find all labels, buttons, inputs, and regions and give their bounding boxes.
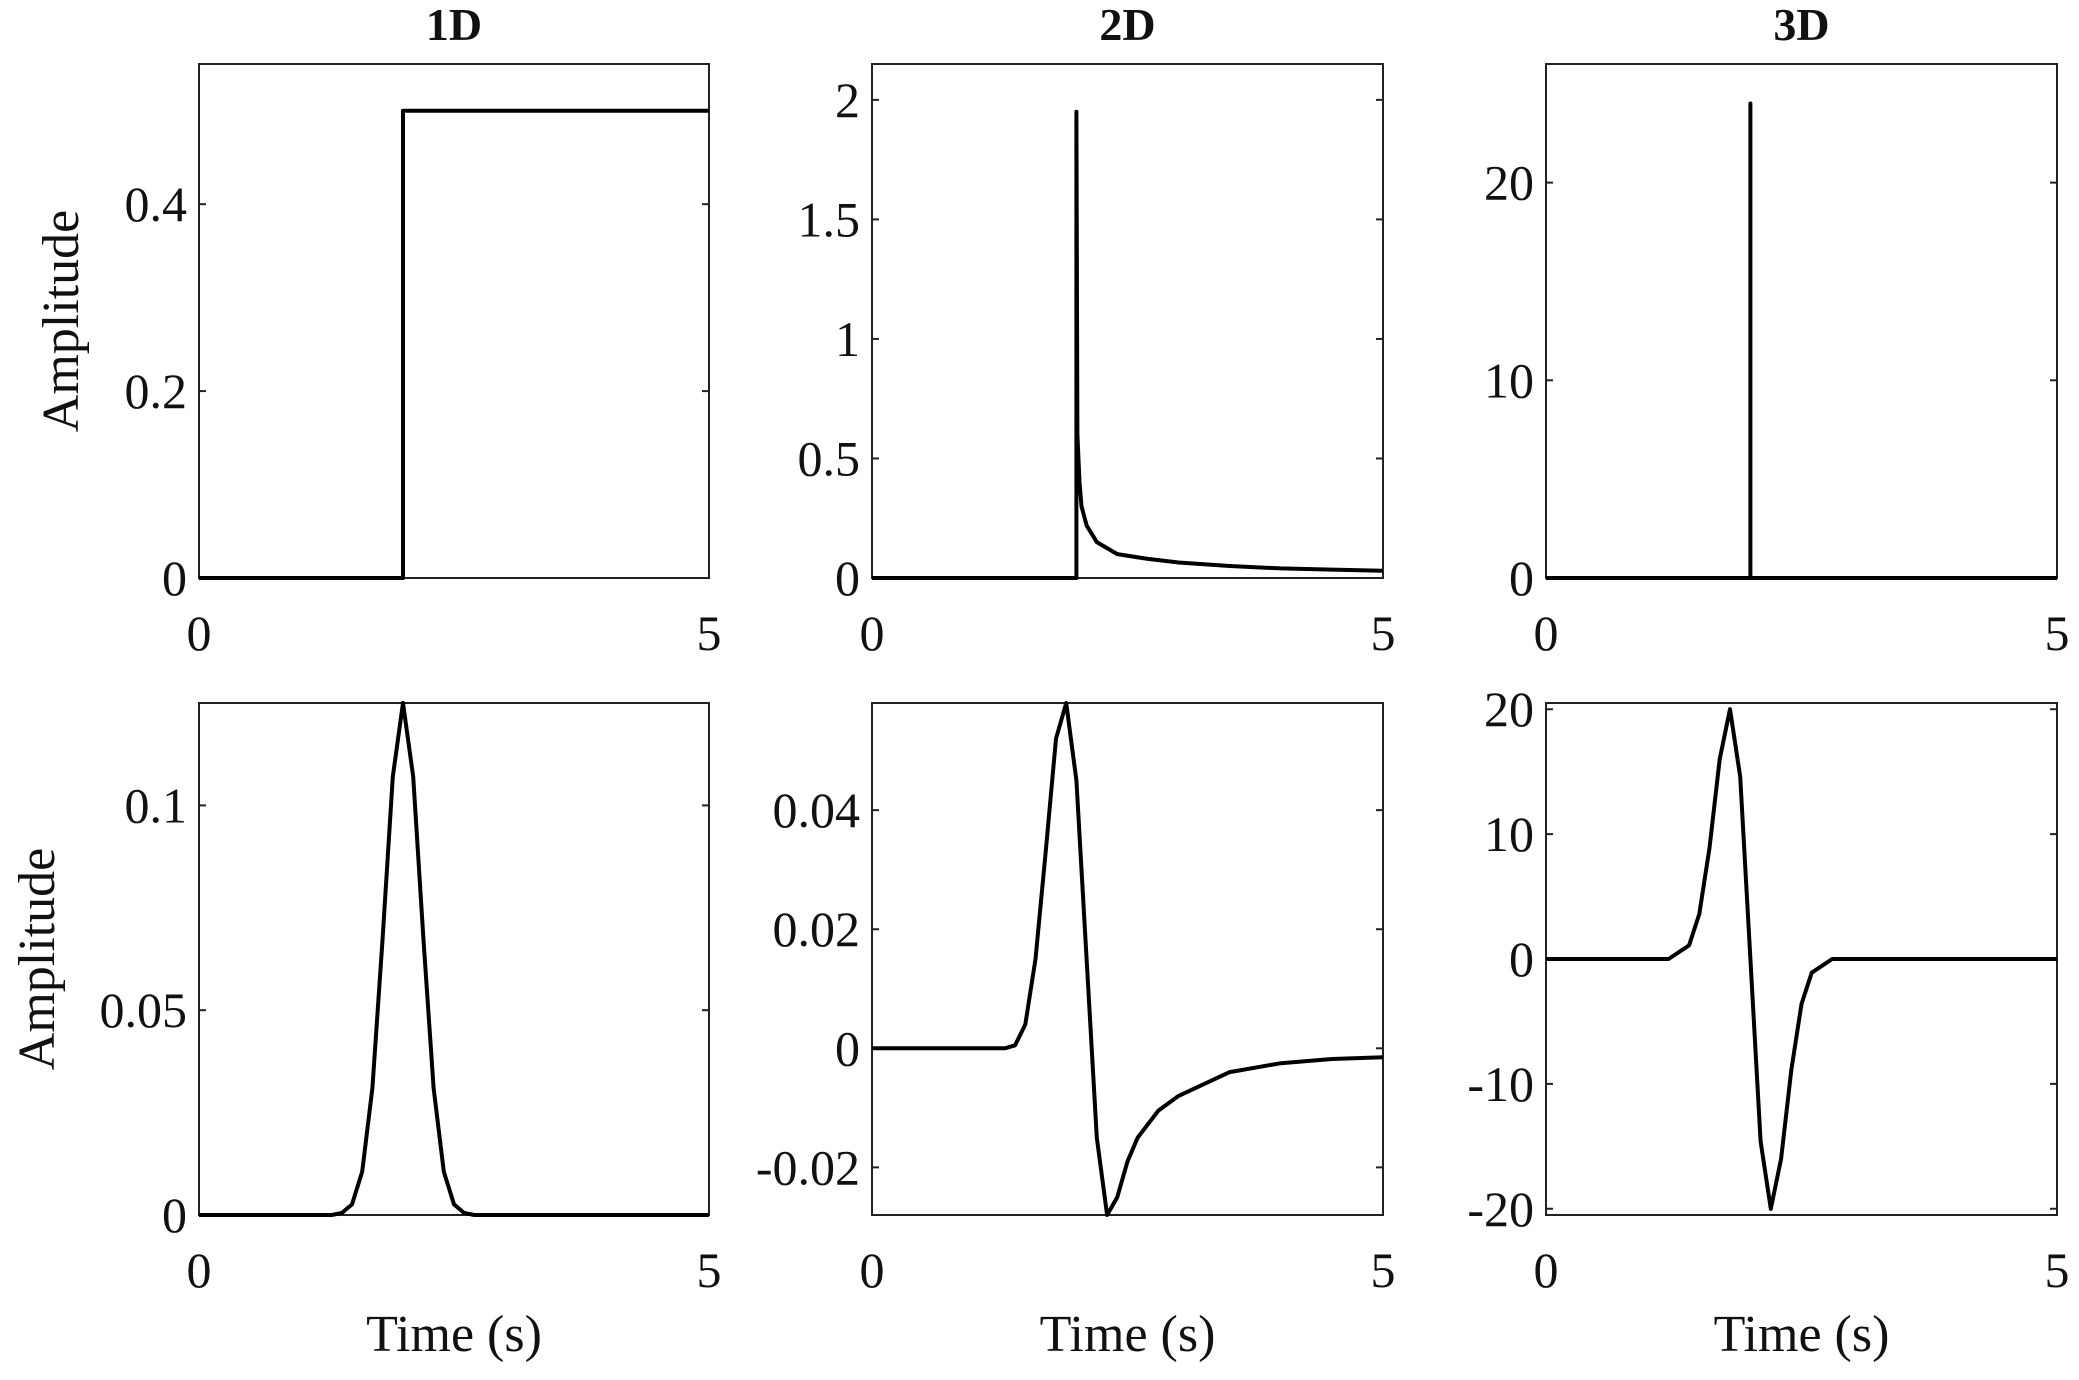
axes-box (198, 702, 710, 1216)
x-tick-label: 5 (697, 605, 722, 661)
axes-box (871, 702, 1384, 1216)
y-tick-label: 20 (1484, 681, 1534, 737)
y-tick-label: 20 (1484, 155, 1534, 211)
subplot-title: 2D (1099, 0, 1155, 50)
y-tick-label: 0 (162, 550, 187, 606)
x-tick-label: 0 (187, 605, 212, 661)
x-tick-label: 0 (860, 605, 885, 661)
x-tick-label: 5 (2045, 1242, 2070, 1298)
y-tick-label: 0 (1509, 931, 1534, 987)
x-axis-label: Time (s) (366, 1306, 542, 1363)
x-tick-label: 0 (1534, 1242, 1559, 1298)
series-line (872, 109, 1384, 580)
y-tick-label: 0 (835, 1020, 860, 1076)
y-tick-label: 10 (1484, 806, 1534, 862)
series-line (199, 701, 709, 1217)
subplot-3: 0 10 20 0 5 3D (1484, 0, 2070, 661)
y-axis-label: Amplitude (33, 210, 90, 432)
y-tick-label: 1 (835, 311, 860, 367)
y-tick-label: -20 (1467, 1181, 1534, 1237)
subplot-6: -20 -10 0 10 20 0 5 Time (s) (1467, 681, 2069, 1363)
axes-box (871, 63, 1384, 579)
x-tick-label: 5 (1371, 605, 1396, 661)
series-line (1546, 707, 2057, 1211)
x-tick-label: 0 (860, 1242, 885, 1298)
y-tick-label: 0.5 (798, 430, 861, 486)
y-tick-label: 10 (1484, 352, 1534, 408)
series-line (872, 701, 1384, 1217)
x-tick-label: 5 (2045, 605, 2070, 661)
subplot-title: 1D (426, 0, 482, 50)
y-tick-label: 0 (162, 1187, 187, 1243)
x-axis-label: Time (s) (1040, 1306, 1216, 1363)
x-tick-label: 0 (187, 1242, 212, 1298)
y-tick-label: 0.1 (125, 777, 188, 833)
y-tick-label: 0.2 (125, 363, 188, 419)
series-line (1546, 101, 2057, 580)
y-axis-label: Amplitude (9, 848, 66, 1070)
x-tick-label: 5 (697, 1242, 722, 1298)
subplot-4: 0 0.05 0.1 0 5 Time (s) Amplitude (9, 701, 722, 1363)
y-tick-label: -0.02 (756, 1139, 860, 1195)
subplot-title: 3D (1773, 0, 1829, 50)
x-axis-label: Time (s) (1714, 1306, 1890, 1363)
y-tick-label: 0 (835, 550, 860, 606)
y-tick-label: 0.4 (125, 176, 188, 232)
axes-box (1545, 63, 2058, 579)
y-tick-label: 0.05 (100, 982, 188, 1038)
y-tick-label: 0 (1509, 550, 1534, 606)
subplot-1: 0 0.2 0.4 0 5 1D Amplitude (33, 0, 722, 661)
x-tick-label: 0 (1534, 605, 1559, 661)
series-line (199, 108, 709, 580)
y-tick-label: -10 (1467, 1056, 1534, 1112)
y-tick-label: 1.5 (798, 191, 861, 247)
y-tick-label: 0.02 (773, 901, 861, 957)
subplot-2: 0 0.5 1 1.5 2 0 5 2D (798, 0, 1396, 661)
axes-box (198, 63, 710, 579)
y-tick-label: 2 (835, 72, 860, 128)
y-tick-label: 0.04 (773, 782, 861, 838)
x-tick-label: 5 (1371, 1242, 1396, 1298)
